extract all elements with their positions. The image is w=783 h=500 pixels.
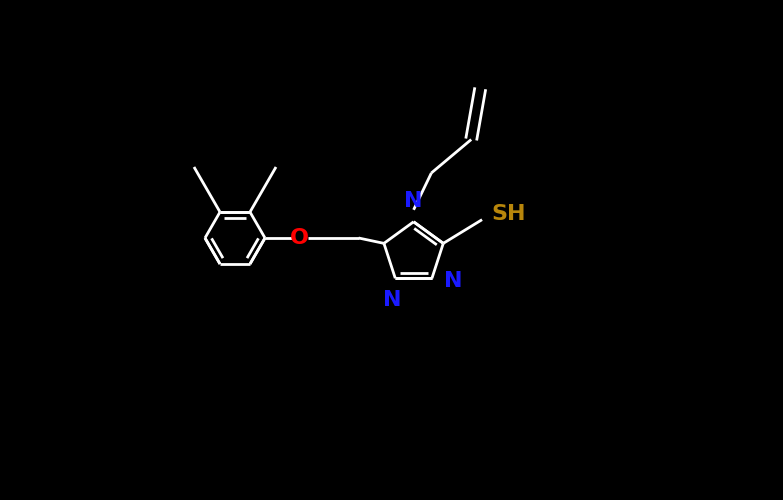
Text: N: N <box>444 271 463 291</box>
Text: N: N <box>404 191 423 211</box>
Text: SH: SH <box>491 204 525 224</box>
Text: N: N <box>383 290 402 310</box>
Text: O: O <box>290 228 309 248</box>
